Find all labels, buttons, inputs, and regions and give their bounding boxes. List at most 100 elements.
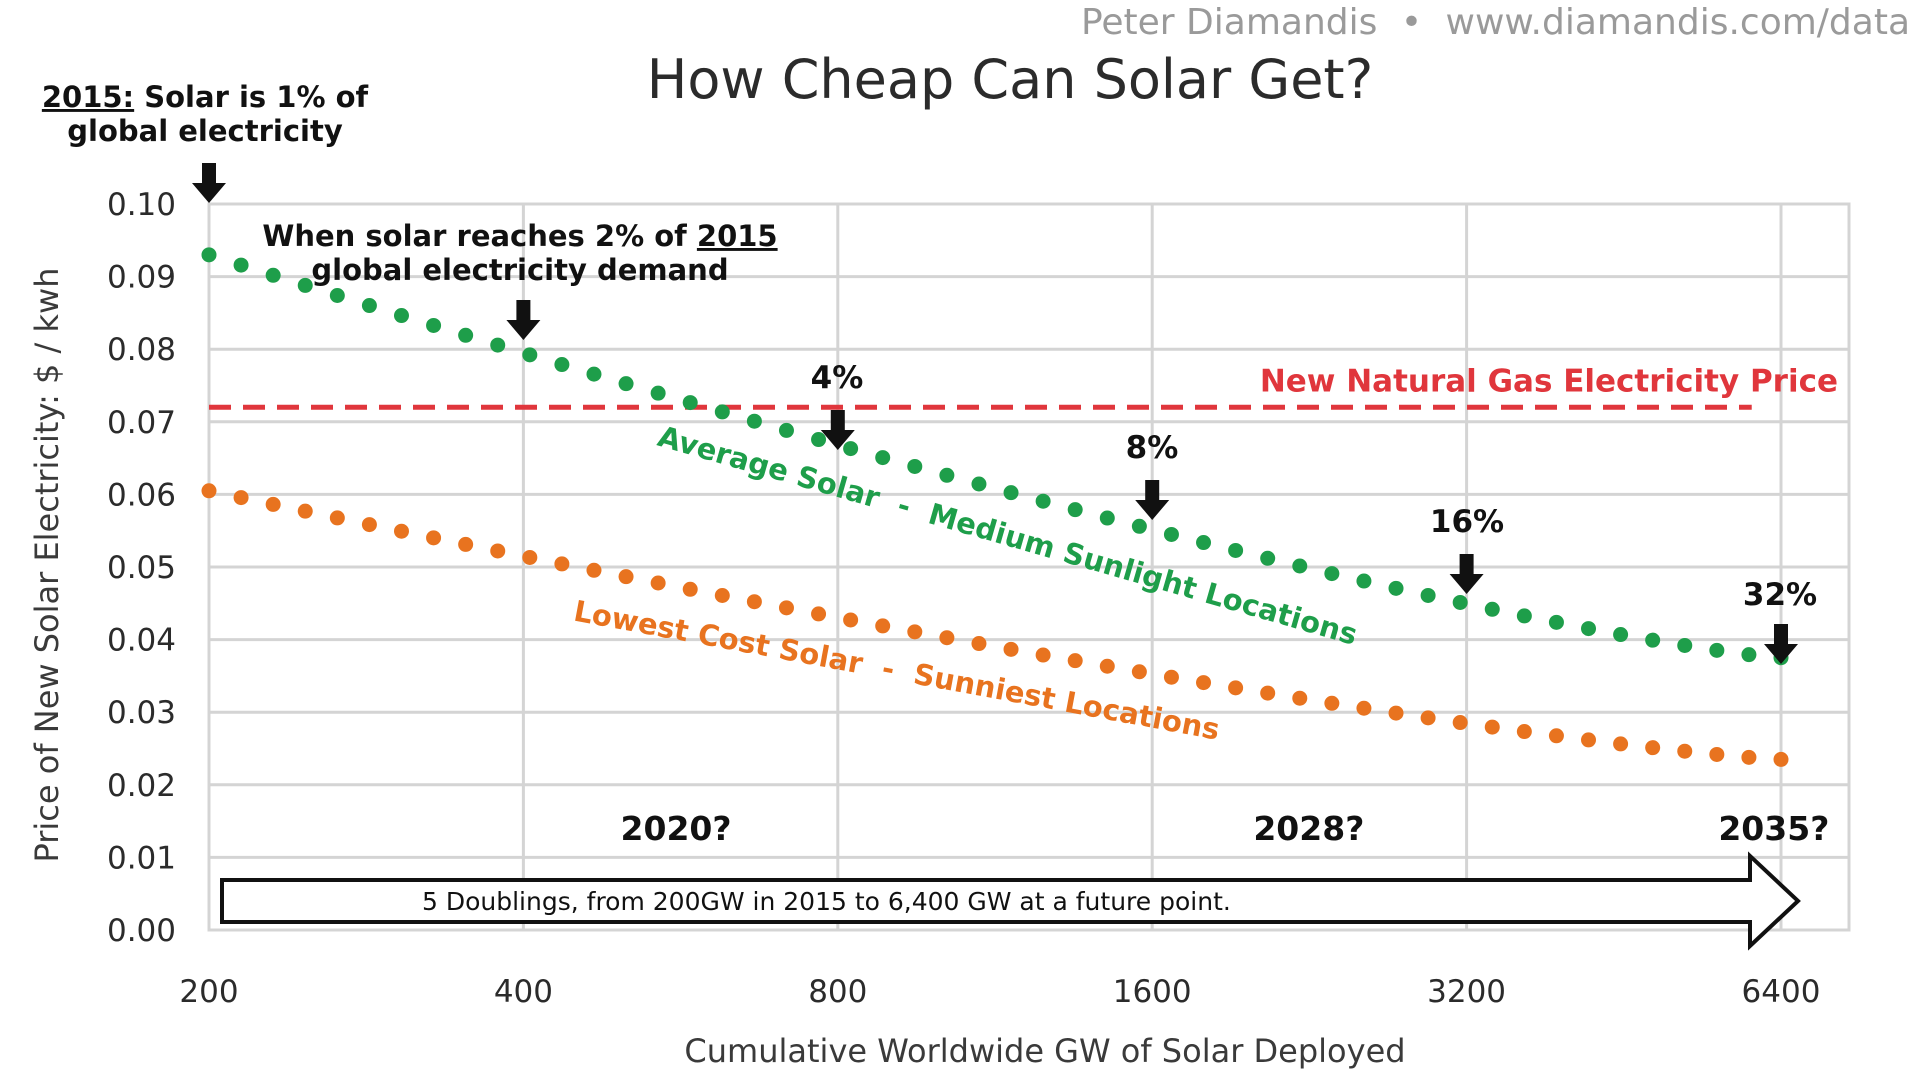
data-point bbox=[1099, 510, 1115, 526]
data-point bbox=[1452, 715, 1468, 731]
data-point bbox=[1260, 685, 1276, 701]
data-point bbox=[265, 267, 281, 283]
data-point bbox=[1741, 749, 1757, 765]
data-point bbox=[426, 317, 442, 333]
data-point bbox=[1484, 601, 1500, 617]
credit-site: www.diamandis.com/data bbox=[1446, 2, 1910, 43]
data-point bbox=[1548, 614, 1564, 630]
data-point bbox=[426, 530, 442, 546]
data-point bbox=[1292, 690, 1308, 706]
y-axis-title: Price of New Solar Electricity: $ / kwh bbox=[28, 268, 66, 863]
data-point bbox=[1260, 550, 1276, 566]
data-point bbox=[1067, 653, 1083, 669]
data-point bbox=[650, 385, 666, 401]
data-point bbox=[490, 543, 506, 559]
grid bbox=[207, 202, 1851, 932]
data-point bbox=[1709, 642, 1725, 658]
marker-label: 8% bbox=[1126, 430, 1179, 466]
down-arrow-icon bbox=[192, 163, 226, 203]
data-point bbox=[1035, 647, 1051, 663]
data-point bbox=[1228, 680, 1244, 696]
data-point bbox=[971, 476, 987, 492]
data-point bbox=[843, 612, 859, 628]
data-point bbox=[875, 450, 891, 466]
data-point bbox=[329, 288, 345, 304]
data-point bbox=[1356, 700, 1372, 716]
data-point bbox=[265, 496, 281, 512]
data-point bbox=[843, 441, 859, 457]
data-point bbox=[1709, 746, 1725, 762]
data-point bbox=[522, 549, 538, 565]
data-point bbox=[1420, 587, 1436, 603]
data-point bbox=[1645, 740, 1661, 756]
y-tick-label: 0.04 bbox=[107, 623, 176, 659]
data-point bbox=[811, 606, 827, 622]
y-tick-label: 0.00 bbox=[107, 913, 176, 949]
y-tick-label: 0.10 bbox=[107, 187, 176, 223]
data-point bbox=[586, 366, 602, 382]
data-point bbox=[1228, 542, 1244, 558]
year-label: 2020? bbox=[621, 809, 732, 848]
x-axis-ticks: 200 400 800 1600 3200 6400 bbox=[179, 974, 1820, 1010]
data-point bbox=[746, 594, 762, 610]
data-point bbox=[1356, 573, 1372, 589]
data-point bbox=[1067, 502, 1083, 518]
x-axis-title: Cumulative Worldwide GW of Solar Deploye… bbox=[684, 1032, 1405, 1070]
data-point bbox=[618, 376, 634, 392]
data-point bbox=[650, 575, 666, 591]
x-tick-label: 800 bbox=[808, 974, 867, 1010]
data-point bbox=[746, 413, 762, 429]
data-point bbox=[1516, 608, 1532, 624]
x-tick-label: 1600 bbox=[1113, 974, 1192, 1010]
down-arrow-icon bbox=[820, 410, 855, 450]
x-tick-label: 400 bbox=[494, 974, 553, 1010]
percent-marker: 16% bbox=[1430, 504, 1504, 594]
y-tick-label: 0.02 bbox=[107, 768, 176, 804]
data-point bbox=[361, 517, 377, 533]
data-point bbox=[554, 357, 570, 373]
data-point bbox=[522, 347, 538, 363]
data-point bbox=[1773, 751, 1789, 767]
down-arrow-icon bbox=[1135, 480, 1170, 520]
data-point bbox=[1131, 664, 1147, 680]
y-tick-label: 0.06 bbox=[107, 477, 176, 513]
data-point bbox=[1516, 724, 1532, 740]
credit-author: Peter Diamandis bbox=[1081, 2, 1377, 43]
marker-label: global electricity bbox=[67, 114, 343, 148]
y-tick-label: 0.07 bbox=[107, 405, 176, 441]
data-point bbox=[939, 630, 955, 646]
data-point bbox=[1388, 705, 1404, 721]
data-point bbox=[618, 569, 634, 585]
data-point bbox=[1035, 493, 1051, 509]
data-point bbox=[1324, 695, 1340, 711]
marker-label: global electricity demand bbox=[311, 253, 728, 287]
data-point bbox=[907, 624, 923, 640]
credit-separator: • bbox=[1401, 2, 1422, 43]
data-point bbox=[939, 467, 955, 483]
year-label: 2028? bbox=[1253, 809, 1364, 848]
percent-marker: 32% bbox=[1743, 577, 1817, 664]
data-point bbox=[1420, 710, 1436, 726]
data-point bbox=[1613, 736, 1629, 752]
y-axis-ticks: 0.00 0.01 0.02 0.03 0.04 0.05 0.06 0.07 0.08 0.09… bbox=[107, 187, 176, 949]
data-point bbox=[1645, 632, 1661, 648]
y-tick-label: 0.01 bbox=[107, 840, 176, 876]
data-point bbox=[201, 247, 217, 263]
data-point bbox=[1003, 641, 1019, 657]
y-tick-label: 0.03 bbox=[107, 695, 176, 731]
data-point bbox=[714, 404, 730, 420]
data-point bbox=[1677, 743, 1693, 759]
marker-label: 4% bbox=[811, 360, 864, 396]
percent-marker: 4% bbox=[811, 360, 864, 450]
data-point bbox=[1131, 518, 1147, 534]
data-point bbox=[586, 562, 602, 578]
data-point bbox=[778, 422, 794, 438]
data-point bbox=[458, 327, 474, 343]
data-point bbox=[1163, 526, 1179, 542]
marker-label: 16% bbox=[1430, 504, 1504, 540]
data-point bbox=[811, 432, 827, 448]
data-point bbox=[907, 458, 923, 474]
